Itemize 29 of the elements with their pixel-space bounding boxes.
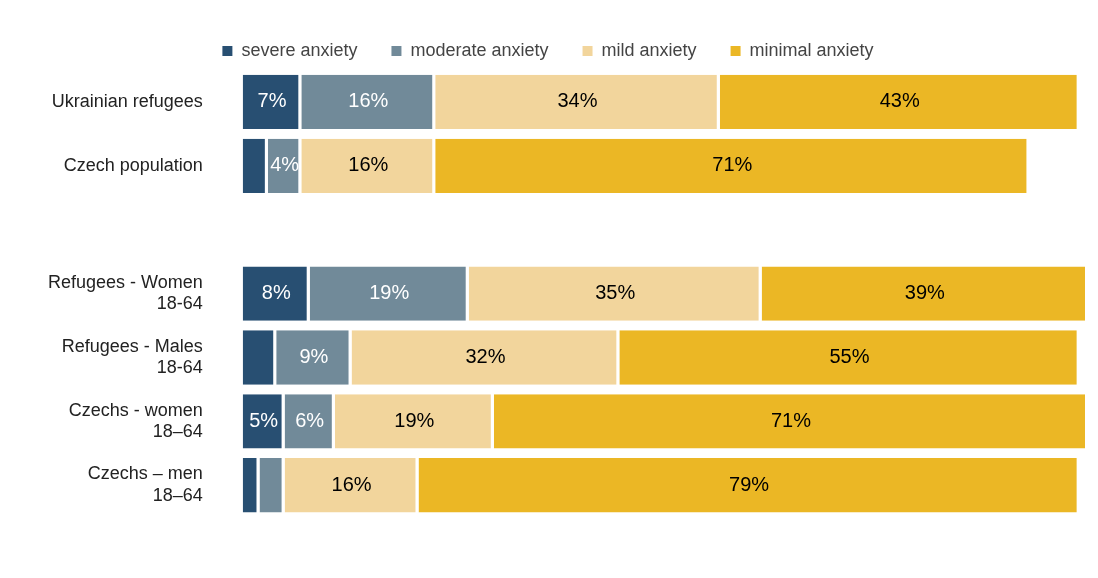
- y-tick-label: Czechs - women 18–64: [68, 399, 203, 442]
- data-label: 35%: [595, 281, 636, 304]
- data-label: 32%: [465, 345, 506, 367]
- data-label: 79%: [729, 472, 770, 495]
- data-label: 8%: [261, 281, 291, 304]
- legend-label: moderate anxiety: [410, 39, 549, 60]
- legend-label: mild anxiety: [601, 39, 697, 60]
- data-label: 55%: [829, 345, 870, 367]
- y-tick-label: Czech population: [63, 154, 203, 175]
- data-label: 43%: [879, 89, 920, 112]
- y-tick-label: Czechs – men 18–64: [87, 463, 203, 506]
- data-label: 71%: [770, 408, 812, 431]
- data-label: 19%: [394, 408, 435, 431]
- data-label: 7%: [257, 89, 287, 112]
- data-label: 5%: [249, 408, 279, 431]
- data-label: 16%: [348, 89, 389, 112]
- data-label: 6%: [295, 408, 325, 431]
- data-label: 16%: [348, 153, 389, 176]
- y-tick-label: Ukrainian refugees: [51, 90, 203, 111]
- data-label: 39%: [904, 281, 946, 304]
- y-tick-label: Refugees - Women 18-64: [47, 271, 203, 314]
- data-label: 16%: [331, 472, 372, 495]
- legend-label: severe anxiety: [241, 39, 358, 60]
- legend-label: minimal anxiety: [749, 39, 874, 60]
- data-label: 34%: [557, 89, 598, 112]
- y-tick-label: Refugees - Males 18-64: [61, 335, 203, 378]
- data-label: 71%: [712, 153, 753, 176]
- data-label: 19%: [369, 281, 410, 304]
- data-label: 9%: [299, 345, 329, 367]
